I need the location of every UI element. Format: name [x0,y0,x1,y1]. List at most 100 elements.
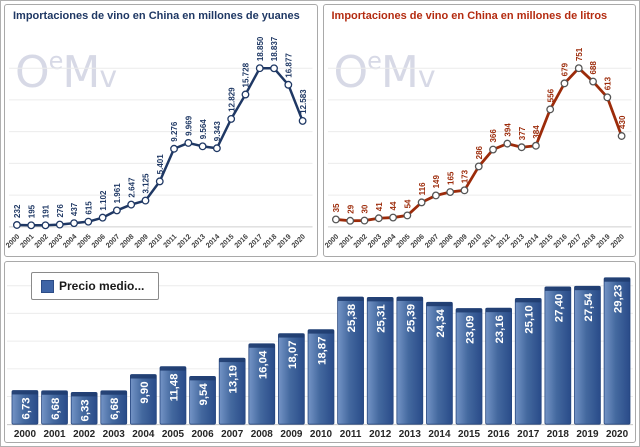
x-axis-label: 2007 [423,233,440,250]
bar [514,297,542,425]
data-point [574,64,583,73]
data-label: 430 [617,115,626,129]
x-axis-label: 2008 [251,429,274,440]
x-axis-label: 2012 [494,233,511,250]
data-label: 35 [332,203,341,212]
data-label: 9.564 [199,119,208,140]
data-point [360,216,368,225]
x-axis-label: 2017 [566,233,583,250]
yuan-line-chart: 232 2000 195 2001 191 2002 276 2003 437 2004 615 20… [5,36,313,250]
data-point [212,144,221,153]
data-point [141,197,150,205]
legend: Precio medio... [31,272,160,300]
data-point [84,218,93,227]
bar [307,329,335,425]
data-label: 30 [360,204,369,213]
watermark-letter-v: v [99,60,117,95]
data-label: 195 [27,205,36,219]
x-axis-label: 2001 [43,429,66,440]
data-line [334,67,623,223]
bar-top-bevel [544,286,571,291]
data-point [170,145,178,154]
bar-top-bevel [456,308,482,313]
data-point [70,219,78,228]
bar-top-bevel [515,298,542,303]
data-label: 165 [446,171,455,185]
x-axis-label: 2019 [276,233,293,250]
data-point [55,221,64,229]
x-axis-label: 2004 [380,233,397,250]
data-label: 384 [532,125,541,139]
bar-value-label: 25,31 [376,304,388,333]
x-axis-label: 2003 [47,233,64,250]
x-axis-label: 2012 [369,429,392,440]
bar-value-label: 23,16 [494,315,506,343]
x-axis-label: 2005 [394,233,411,250]
x-axis-label: 2002 [33,233,50,250]
data-point [431,191,440,200]
data-point [255,64,264,73]
watermark-letter-m: M [62,47,100,98]
x-axis-label: 2008 [119,233,136,250]
x-axis-label: 2020 [290,233,307,250]
data-point [112,206,121,215]
data-point [198,142,207,151]
data-label: 377 [517,127,526,141]
bar-value-label: 9,90 [139,381,151,403]
data-point [588,77,597,86]
watermark-letter-m: M [380,47,419,98]
x-axis-label: 2000 [324,233,340,250]
bar [544,286,572,425]
bar-value-label: 6,73 [20,397,32,419]
panel-precio-chart: Precio medio... 6,73 2000 6,68 2001 6,33 2002… [4,261,636,443]
x-axis-label: 2012 [176,233,193,250]
bar-top-bevel [219,358,246,363]
data-point [184,139,193,148]
data-label: 29 [346,205,355,214]
data-point [517,143,526,152]
data-label: 1.102 [99,190,108,211]
bar-top-bevel [367,297,394,302]
legend-swatch-icon [41,279,54,293]
data-label: 5.401 [156,154,165,175]
data-point [388,213,397,222]
x-axis-label: 2010 [147,233,164,250]
data-label: 116 [417,182,426,196]
x-axis-label: 2005 [76,233,93,250]
x-axis-label: 2014 [428,429,451,440]
data-label: 18.850 [256,36,265,61]
x-axis-label: 2015 [219,233,236,250]
data-label: 9.343 [213,121,222,142]
data-point [270,64,278,73]
data-label: 2.647 [127,177,136,198]
bar-value-label: 23,09 [464,315,476,343]
x-axis-label: 2014 [523,233,540,250]
x-axis-label: 2014 [204,233,221,250]
bar-value-label: 27,54 [583,293,595,322]
data-label: 149 [432,175,441,189]
x-axis-label: 2001 [19,233,36,250]
bar-top-bevel [574,286,601,291]
x-axis-label: 2004 [62,233,79,250]
data-label: 437 [70,203,79,217]
x-axis-label: 2016 [233,233,250,250]
precio-bar-chart: 6,73 2000 6,68 2001 6,33 2002 6,68 2003 9,90 2004… [6,277,634,440]
data-label: 366 [489,129,498,143]
data-point [502,140,511,148]
bar-top-bevel [604,277,631,282]
data-label: 41 [374,202,383,211]
x-axis-label: 2006 [90,233,107,250]
x-axis-label: 2013 [399,429,422,440]
watermark-letter-e: e [367,47,382,75]
bar-value-label: 27,40 [553,294,565,322]
bar-top-bevel [308,329,334,334]
data-label: 16.877 [285,53,294,78]
bar-value-label: 25,10 [524,305,536,333]
x-axis-label: 2015 [458,429,481,440]
bar-top-bevel [485,308,512,313]
data-point [445,188,454,197]
x-axis-label: 2013 [190,233,207,250]
data-point [602,93,611,102]
x-axis-label: 2017 [247,233,264,250]
